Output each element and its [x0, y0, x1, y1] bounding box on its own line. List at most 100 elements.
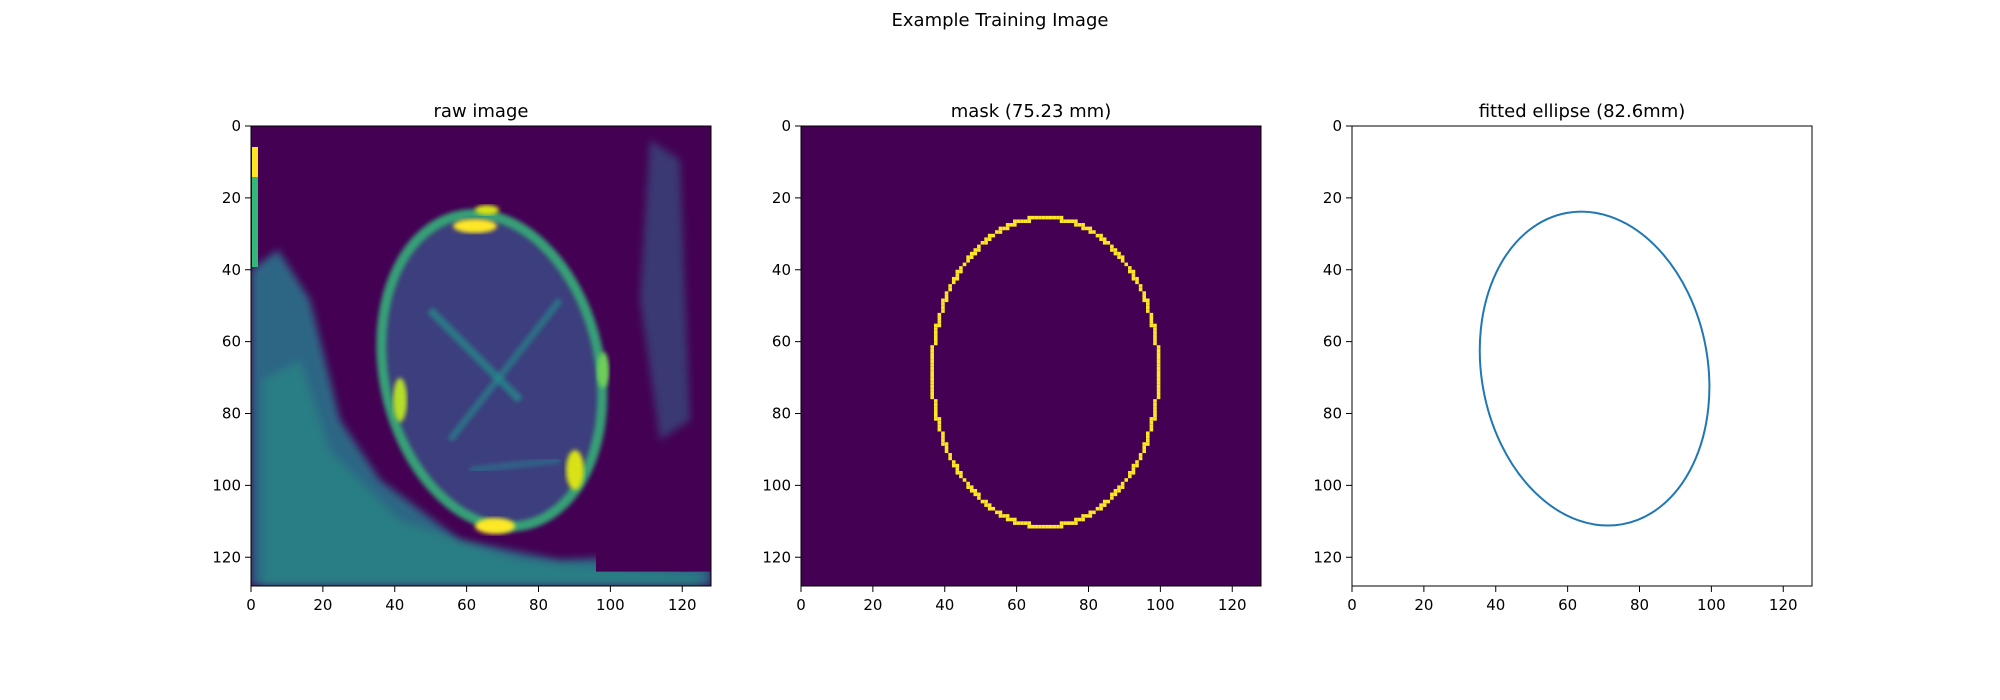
x-tick-label: 0: [1347, 596, 1357, 614]
mask-pixel: [930, 395, 934, 400]
mask-pixel: [937, 320, 942, 324]
mask-pixel: [998, 226, 1003, 231]
mask-pixel: [980, 241, 985, 245]
mask-pixel: [1156, 373, 1161, 378]
mask-pixel: [1131, 463, 1136, 468]
mask-pixel: [1063, 219, 1067, 224]
mask-pixel: [1092, 230, 1096, 234]
mask-pixel: [1031, 215, 1035, 220]
mask-pixel: [995, 510, 999, 515]
mask-pixel: [980, 499, 985, 504]
mask-pixel: [1077, 223, 1082, 227]
mask-pixel: [933, 402, 938, 407]
mask-pixel: [1045, 215, 1049, 220]
mask-pixel: [1084, 514, 1089, 518]
x-tick-label: 60: [1007, 596, 1026, 614]
mask-pixel: [933, 417, 938, 421]
mask-pixel: [1066, 219, 1071, 224]
mask-pixel: [1149, 320, 1154, 324]
mask-pixel: [937, 323, 942, 328]
x-tick-label: 0: [796, 596, 806, 614]
mask-pixel: [1041, 524, 1046, 529]
mask-pixel: [1113, 251, 1118, 256]
x-tick-label: 20: [313, 596, 332, 614]
mask-pixel: [959, 471, 963, 475]
mask-pixel: [959, 266, 963, 270]
x-tick-label: 120: [1769, 596, 1798, 614]
fitted-ellipse-title: fitted ellipse (82.6mm): [1478, 101, 1686, 122]
mask-pixel: [1153, 413, 1157, 418]
mask-pixel: [1153, 330, 1157, 335]
mask-contour: [930, 215, 1161, 529]
mask-pixel: [1156, 356, 1161, 360]
mask-pixel: [930, 377, 934, 382]
mask-pixel: [1153, 341, 1157, 346]
mask-pixel: [955, 467, 960, 471]
mask-pixel: [1023, 521, 1028, 525]
mask-pixel: [1124, 262, 1129, 267]
mask-pixel: [930, 345, 934, 349]
mask-pixel: [1052, 524, 1057, 529]
mask-pixel: [941, 309, 945, 313]
mask-pixel: [1135, 280, 1139, 285]
mask-pixel: [1059, 524, 1064, 529]
mask-pixel: [1016, 219, 1021, 224]
mask-pixel: [948, 456, 952, 461]
mask-pixel: [984, 237, 988, 241]
mask-pixel: [1074, 521, 1078, 525]
x-tick-label: 120: [1218, 596, 1247, 614]
mask-pixel: [1156, 395, 1161, 400]
x-tick-label: 20: [1414, 596, 1433, 614]
mask-pixel: [1102, 503, 1107, 507]
mask-pixel: [951, 463, 956, 468]
mask-pixel: [1138, 284, 1143, 288]
mask-pixel: [1013, 219, 1017, 224]
mask-pixel: [951, 280, 956, 285]
raw-image-skull-ring: [376, 209, 608, 532]
mask-pixel: [955, 273, 960, 277]
mask-pixel: [1074, 517, 1078, 522]
mask-pixel: [1149, 420, 1154, 425]
mask-pixel: [1013, 521, 1017, 525]
mask-pixel: [998, 230, 1003, 234]
mask-pixel: [969, 485, 974, 489]
mask-pixel: [987, 237, 992, 241]
mask-pixel: [998, 514, 1003, 518]
mask-pixel: [1088, 510, 1093, 515]
mask-pixel: [1142, 445, 1146, 450]
y-tick-label: 40: [1323, 261, 1342, 279]
mask-pixel: [1052, 215, 1057, 220]
mask-pixel: [1095, 233, 1100, 238]
raw-image-internal-structure-1: [427, 307, 523, 403]
mask-background: [801, 126, 1261, 586]
mask-pixel: [991, 233, 996, 238]
mask-pixel: [933, 338, 938, 342]
mask-pixel: [973, 248, 978, 252]
mask-pixel: [1106, 241, 1111, 245]
mask-pixel: [1027, 524, 1031, 529]
mask-pixel: [1113, 248, 1118, 252]
mask-pixel: [1156, 366, 1161, 371]
mask-pixel: [962, 478, 967, 482]
mask-pixel: [1142, 298, 1146, 303]
mask-title: mask (75.23 mm): [950, 101, 1112, 122]
mask-pixel: [1153, 406, 1157, 410]
mask-pixel: [1013, 517, 1017, 522]
mask-pixel: [1041, 215, 1046, 220]
y-tick-label: 0: [231, 117, 241, 135]
mask-pixel: [933, 406, 938, 410]
mask-pixel: [1027, 521, 1031, 525]
mask-pixel: [1138, 453, 1143, 457]
mask-pixel: [1153, 402, 1157, 407]
mask-pixel: [937, 312, 942, 317]
mask-pixel: [1099, 233, 1103, 238]
mask-pixel: [955, 276, 960, 281]
y-tick-label: 80: [772, 405, 791, 423]
mask-pixel: [1153, 334, 1157, 339]
x-tick-label: 40: [935, 596, 954, 614]
mask-pixel: [930, 366, 934, 371]
mask-pixel: [1081, 514, 1085, 518]
mask-pixel: [1131, 471, 1136, 475]
y-tick-label: 20: [772, 189, 791, 207]
mask-pixel: [951, 460, 956, 464]
